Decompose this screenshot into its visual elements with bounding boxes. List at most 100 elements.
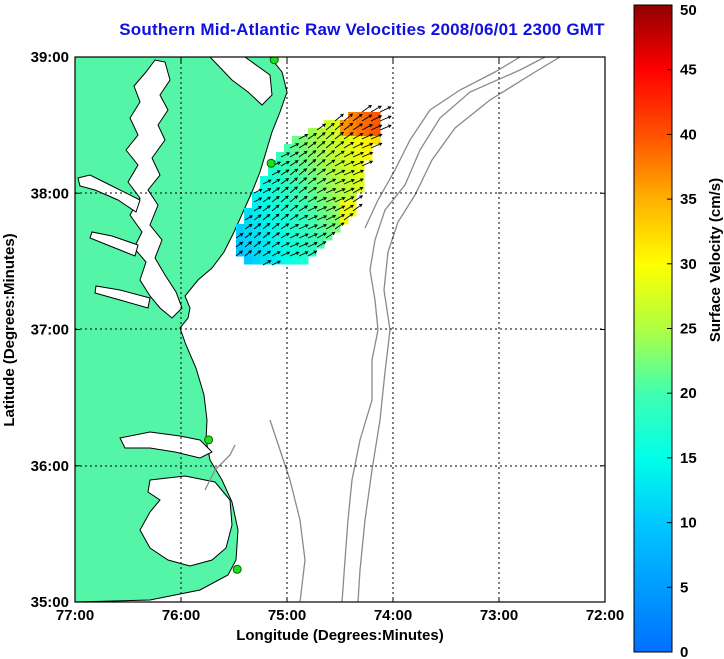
velocity-cell	[252, 224, 261, 233]
velocity-arrow	[370, 134, 382, 140]
velocity-arrowhead	[359, 123, 364, 127]
velocity-cell	[340, 128, 349, 137]
velocity-arrow	[280, 178, 289, 185]
velocity-arrowhead	[340, 222, 345, 226]
velocity-arrowhead	[321, 132, 326, 136]
velocity-arrowhead	[312, 177, 317, 181]
velocity-arrowhead	[321, 149, 326, 154]
velocity-arrow	[271, 260, 281, 266]
velocity-arrowhead	[285, 186, 289, 191]
velocity-cell	[324, 192, 333, 201]
velocity-cell	[276, 184, 285, 193]
velocity-cell	[308, 224, 317, 233]
velocity-arrowhead	[286, 251, 291, 255]
albemarle-sound	[119, 431, 213, 459]
velocity-cell	[348, 144, 357, 153]
velocity-cell	[316, 224, 325, 233]
velocity-arrow	[307, 177, 317, 185]
colorbar-tick-label: 40	[680, 126, 697, 143]
velocity-arrowhead	[340, 113, 344, 118]
velocity-arrowhead	[359, 133, 364, 137]
velocity-cell	[316, 240, 325, 249]
velocity-arrow	[244, 223, 253, 230]
velocity-arrowhead	[332, 188, 337, 192]
colorbar-ticks: 0 5 10 15 20 25 30 35 40 45 50	[667, 2, 697, 659]
velocity-cell	[308, 192, 317, 201]
velocity-arrow	[271, 232, 280, 239]
velocity-arrowhead	[330, 140, 335, 145]
velocity-cell	[268, 168, 277, 177]
velocity-cell	[340, 184, 349, 193]
velocity-cell	[332, 144, 341, 153]
velocity-arrow	[325, 169, 336, 176]
velocity-arrow	[361, 152, 373, 158]
velocity-arrowhead	[313, 250, 318, 254]
velocity-arrow	[325, 215, 336, 221]
velocity-cell	[268, 248, 277, 257]
velocity-cell	[324, 152, 333, 161]
velocity-arrow	[325, 150, 335, 158]
velocity-arrow	[262, 223, 270, 230]
velocity-arrowhead	[276, 232, 281, 236]
velocity-arrow	[289, 242, 299, 248]
colorbar-tick-label: 10	[680, 515, 697, 532]
velocity-cell	[300, 184, 309, 193]
velocity-arrowhead	[266, 241, 271, 245]
velocity-cell	[356, 160, 365, 169]
velocity-cell	[276, 200, 285, 209]
velocity-cell	[284, 144, 293, 153]
velocity-arrowhead	[387, 106, 392, 110]
velocity-cell	[356, 144, 365, 153]
velocity-cell	[244, 208, 253, 217]
velocity-cell	[276, 240, 285, 249]
velocity-arrow	[325, 223, 336, 230]
velocity-cell	[308, 152, 317, 161]
velocity-arrow	[307, 250, 317, 257]
velocity-cell	[364, 112, 373, 121]
velocity-cell	[356, 184, 365, 193]
velocity-cell	[340, 200, 349, 209]
velocity-cell	[372, 112, 381, 121]
velocity-cell	[284, 200, 293, 209]
velocity-arrowhead	[323, 206, 328, 210]
velocity-arrowhead	[248, 232, 253, 236]
velocity-arrowhead	[331, 159, 336, 164]
velocity-cell	[308, 168, 317, 177]
velocity-arrow	[307, 159, 316, 167]
station-marker	[204, 435, 214, 445]
velocity-cell	[308, 176, 317, 185]
velocity-arrow	[370, 124, 382, 131]
velocity-arrow	[334, 113, 344, 122]
velocity-arrowhead	[303, 186, 308, 190]
velocity-cell	[244, 224, 253, 233]
velocity-arrowhead	[266, 205, 271, 209]
velocity-arrow	[379, 124, 392, 131]
velocity-arrowhead	[295, 224, 300, 228]
velocity-arrowhead	[312, 159, 317, 163]
velocity-cell	[252, 216, 261, 225]
velocity-arrow	[271, 251, 281, 257]
colorbar-tick-label: 0	[680, 644, 688, 659]
velocity-arrowhead	[350, 187, 355, 192]
velocity-arrow	[280, 232, 290, 239]
lat-ticks: 35:00 36:00 37:00 38:00 39:00	[31, 49, 605, 611]
velocity-arrow	[316, 187, 327, 194]
velocity-arrow	[262, 250, 271, 257]
velocity-arrowhead	[321, 140, 326, 145]
colorbar-label: Surface Velocity (cm/s)	[707, 178, 724, 342]
velocity-arrow	[280, 169, 289, 176]
velocity-arrow	[352, 178, 364, 185]
velocity-arrow	[316, 232, 327, 239]
velocity-cell	[276, 256, 285, 265]
velocity-cell	[348, 192, 357, 201]
velocity-cell	[244, 248, 253, 257]
velocity-arrowhead	[359, 195, 364, 199]
velocity-arrowhead	[340, 122, 344, 127]
velocity-arrowhead	[303, 195, 308, 200]
velocity-arrowhead	[349, 122, 354, 127]
velocity-cell	[276, 168, 285, 177]
velocity-arrow	[244, 241, 252, 248]
colorbar-tick-label: 25	[680, 321, 697, 338]
velocity-cell	[284, 160, 293, 169]
velocity-arrow	[298, 242, 309, 248]
